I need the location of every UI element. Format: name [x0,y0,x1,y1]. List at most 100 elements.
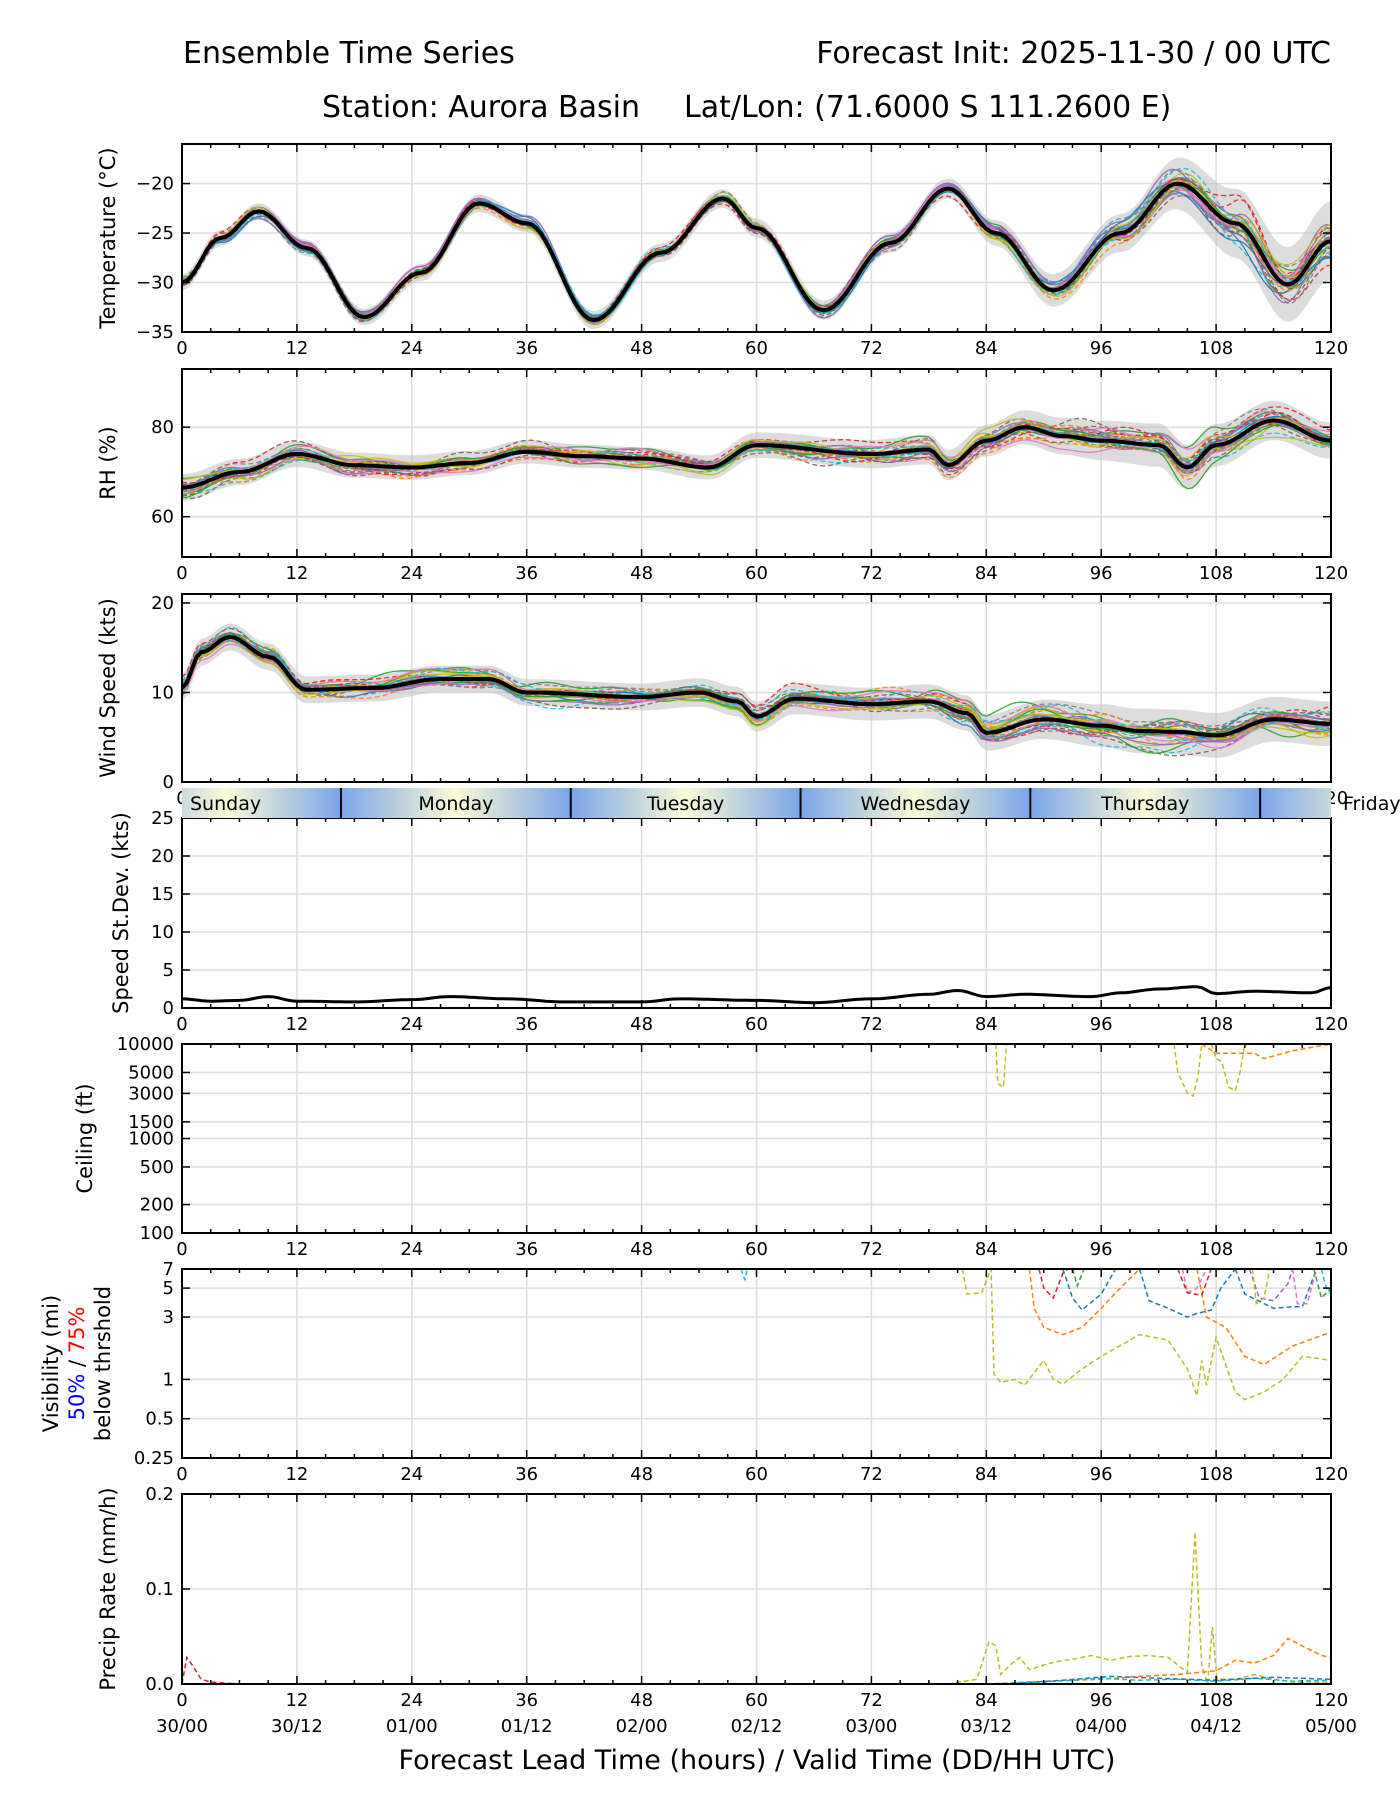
y-tick-label-visibility: 5 [163,1278,174,1299]
x-tick-label-visibility: 84 [975,1464,998,1485]
x-tick-label-ceiling: 48 [630,1239,653,1260]
valid-time-label: 05/00 [1305,1716,1357,1737]
member-trace-visibility [961,1269,1331,1401]
panel-visibility: 0 12 24 36 48 60 72 84 96 108 120 0.25 0.5 1 3 57 Visibi… [39,1259,1348,1485]
y-tick-label-speed_sd: 10 [151,922,174,943]
day-band-segment [1030,788,1261,818]
y-axis-label-speed_sd: Speed St.Dev. (kts) [109,812,133,1014]
y-tick-label-rh: 60 [151,507,174,528]
y-tick-label-precip: 0.0 [145,1674,174,1695]
panel-ceiling: 0 12 24 36 48 60 72 84 96 108 120 100 200 500 10001500… [73,1034,1348,1260]
member-line-rh [182,417,1331,481]
x-tick-label-temperature: 60 [745,338,768,359]
x-tick-label-ceiling: 12 [285,1239,308,1260]
x-tick-label-precip: 84 [975,1690,998,1711]
x-tick-label-ceiling: 84 [975,1239,998,1260]
y-tick-label-ceiling: 1000 [128,1129,174,1150]
panel-wind: 0122436486072849610812001020Wind Speed (… [96,593,1348,809]
member-trace-precip [182,1655,240,1684]
x-tick-label-temperature: 96 [1090,338,1113,359]
x-tick-label-visibility: 72 [860,1464,883,1485]
member-line-wind [182,639,1331,742]
valid-time-label: 03/12 [960,1716,1012,1737]
x-ticks-ceiling [181,1044,1332,1233]
x-tick-label-visibility: 108 [1199,1464,1233,1485]
y-tick-label-visibility: 1 [163,1369,174,1390]
x-tick-label-visibility: 96 [1090,1464,1113,1485]
x-tick-label-precip: 120 [1314,1690,1348,1711]
x-tick-label-rh: 60 [745,563,768,584]
x-ticks-temperature [181,144,1332,332]
x-tick-label-visibility: 24 [400,1464,423,1485]
y-tick-label-ceiling: 3000 [128,1083,174,1104]
y-axis-label-visibility: Visibility (mi) [39,1295,63,1432]
x-tick-label-precip: 60 [745,1690,768,1711]
y-tick-label-speed_sd: 20 [151,846,174,867]
valid-time-label: 04/12 [1190,1716,1242,1737]
member-trace-visibility [1248,1269,1294,1302]
x-tick-label-visibility: 0 [176,1464,187,1485]
series-temperature [182,157,1331,330]
y-axis-label-ceiling: Ceiling (ft) [73,1083,97,1193]
valid-time-label: 30/00 [156,1716,208,1737]
latlon-label: Lat/Lon: (71.6000 S 111.2600 E) [684,90,1171,125]
member-trace-visibility [1234,1269,1318,1310]
x-tick-label-speed_sd: 72 [860,1014,883,1035]
member-trace-visibility [1138,1269,1236,1318]
y-axis-label-wind: Wind Speed (kts) [96,598,120,778]
valid-time-label: 02/12 [731,1716,783,1737]
gridlines-visibility [182,1268,1331,1459]
y-tick-label-ceiling: 100 [140,1223,174,1244]
x-ticks-precip [181,1494,1332,1684]
member-line-temperature [182,177,1331,320]
x-tick-label-visibility: 60 [745,1464,768,1485]
y-tick-label-temperature: −25 [136,223,174,244]
x-tick-label-temperature: 0 [176,338,187,359]
day-band-segment [1260,788,1331,818]
y-tick-label-temperature: −30 [136,273,174,294]
y-tick-label-wind: 10 [151,682,174,703]
y-tick-label-visibility: 0.25 [134,1448,174,1469]
x-ticks-wind [181,594,1332,782]
x-tick-label-rh: 12 [285,563,308,584]
y-tick-label-ceiling: 200 [140,1195,174,1216]
member-line-temperature [182,167,1331,322]
member-trace-visibility [1177,1269,1213,1297]
y-tick-label-precip: 0.1 [145,1579,174,1600]
x-tick-label-visibility: 36 [515,1464,538,1485]
y-tick-label-temperature: −35 [136,322,174,343]
gridlines-precip [182,1493,1331,1685]
x-tick-label-speed_sd: 24 [400,1014,423,1035]
title-right: Forecast Init: 2025-11-30 / 00 UTC [816,36,1331,71]
day-label: Tuesday [646,793,724,815]
x-tick-label-ceiling: 0 [176,1239,187,1260]
x-tick-label-speed_sd: 0 [176,1014,187,1035]
x-tick-label-precip: 108 [1199,1690,1233,1711]
day-label: Monday [418,793,493,815]
x-axis-label: Forecast Lead Time (hours) / Valid Time … [399,1745,1116,1776]
valid-time-label: 02/00 [616,1716,668,1737]
member-trace-visibility [1196,1269,1331,1366]
member-trace-ceiling [995,1044,1008,1089]
x-tick-label-precip: 12 [285,1690,308,1711]
x-tick-label-visibility: 120 [1314,1464,1348,1485]
y-tick-label-speed_sd: 25 [151,808,174,829]
panel-rh: 0 12 24 36 48 60 72 84 96 108 120 60 80 RH (%) [96,368,1348,584]
member-trace-visibility [1181,1269,1208,1294]
x-tick-label-rh: 72 [860,563,883,584]
series-ceiling [995,1044,1331,1098]
x-tick-label-rh: 36 [515,563,538,584]
x-tick-label-speed_sd: 108 [1199,1014,1233,1035]
day-band-segment [800,788,1031,818]
station-label: Station: Aurora Basin [322,90,640,125]
x-tick-label-speed_sd: 96 [1090,1014,1113,1035]
x-tick-label-rh: 120 [1314,563,1348,584]
x-ticks-visibility [181,1269,1332,1458]
y-tick-label-precip: 0.2 [145,1484,174,1505]
threshold-separator: / [65,1353,89,1373]
day-label: Wednesday [860,793,970,815]
x-tick-label-rh: 24 [400,563,423,584]
valid-time-label: 03/00 [845,1716,897,1737]
x-tick-label-precip: 72 [860,1690,883,1711]
y-axis-label-rh: RH (%) [96,426,120,499]
